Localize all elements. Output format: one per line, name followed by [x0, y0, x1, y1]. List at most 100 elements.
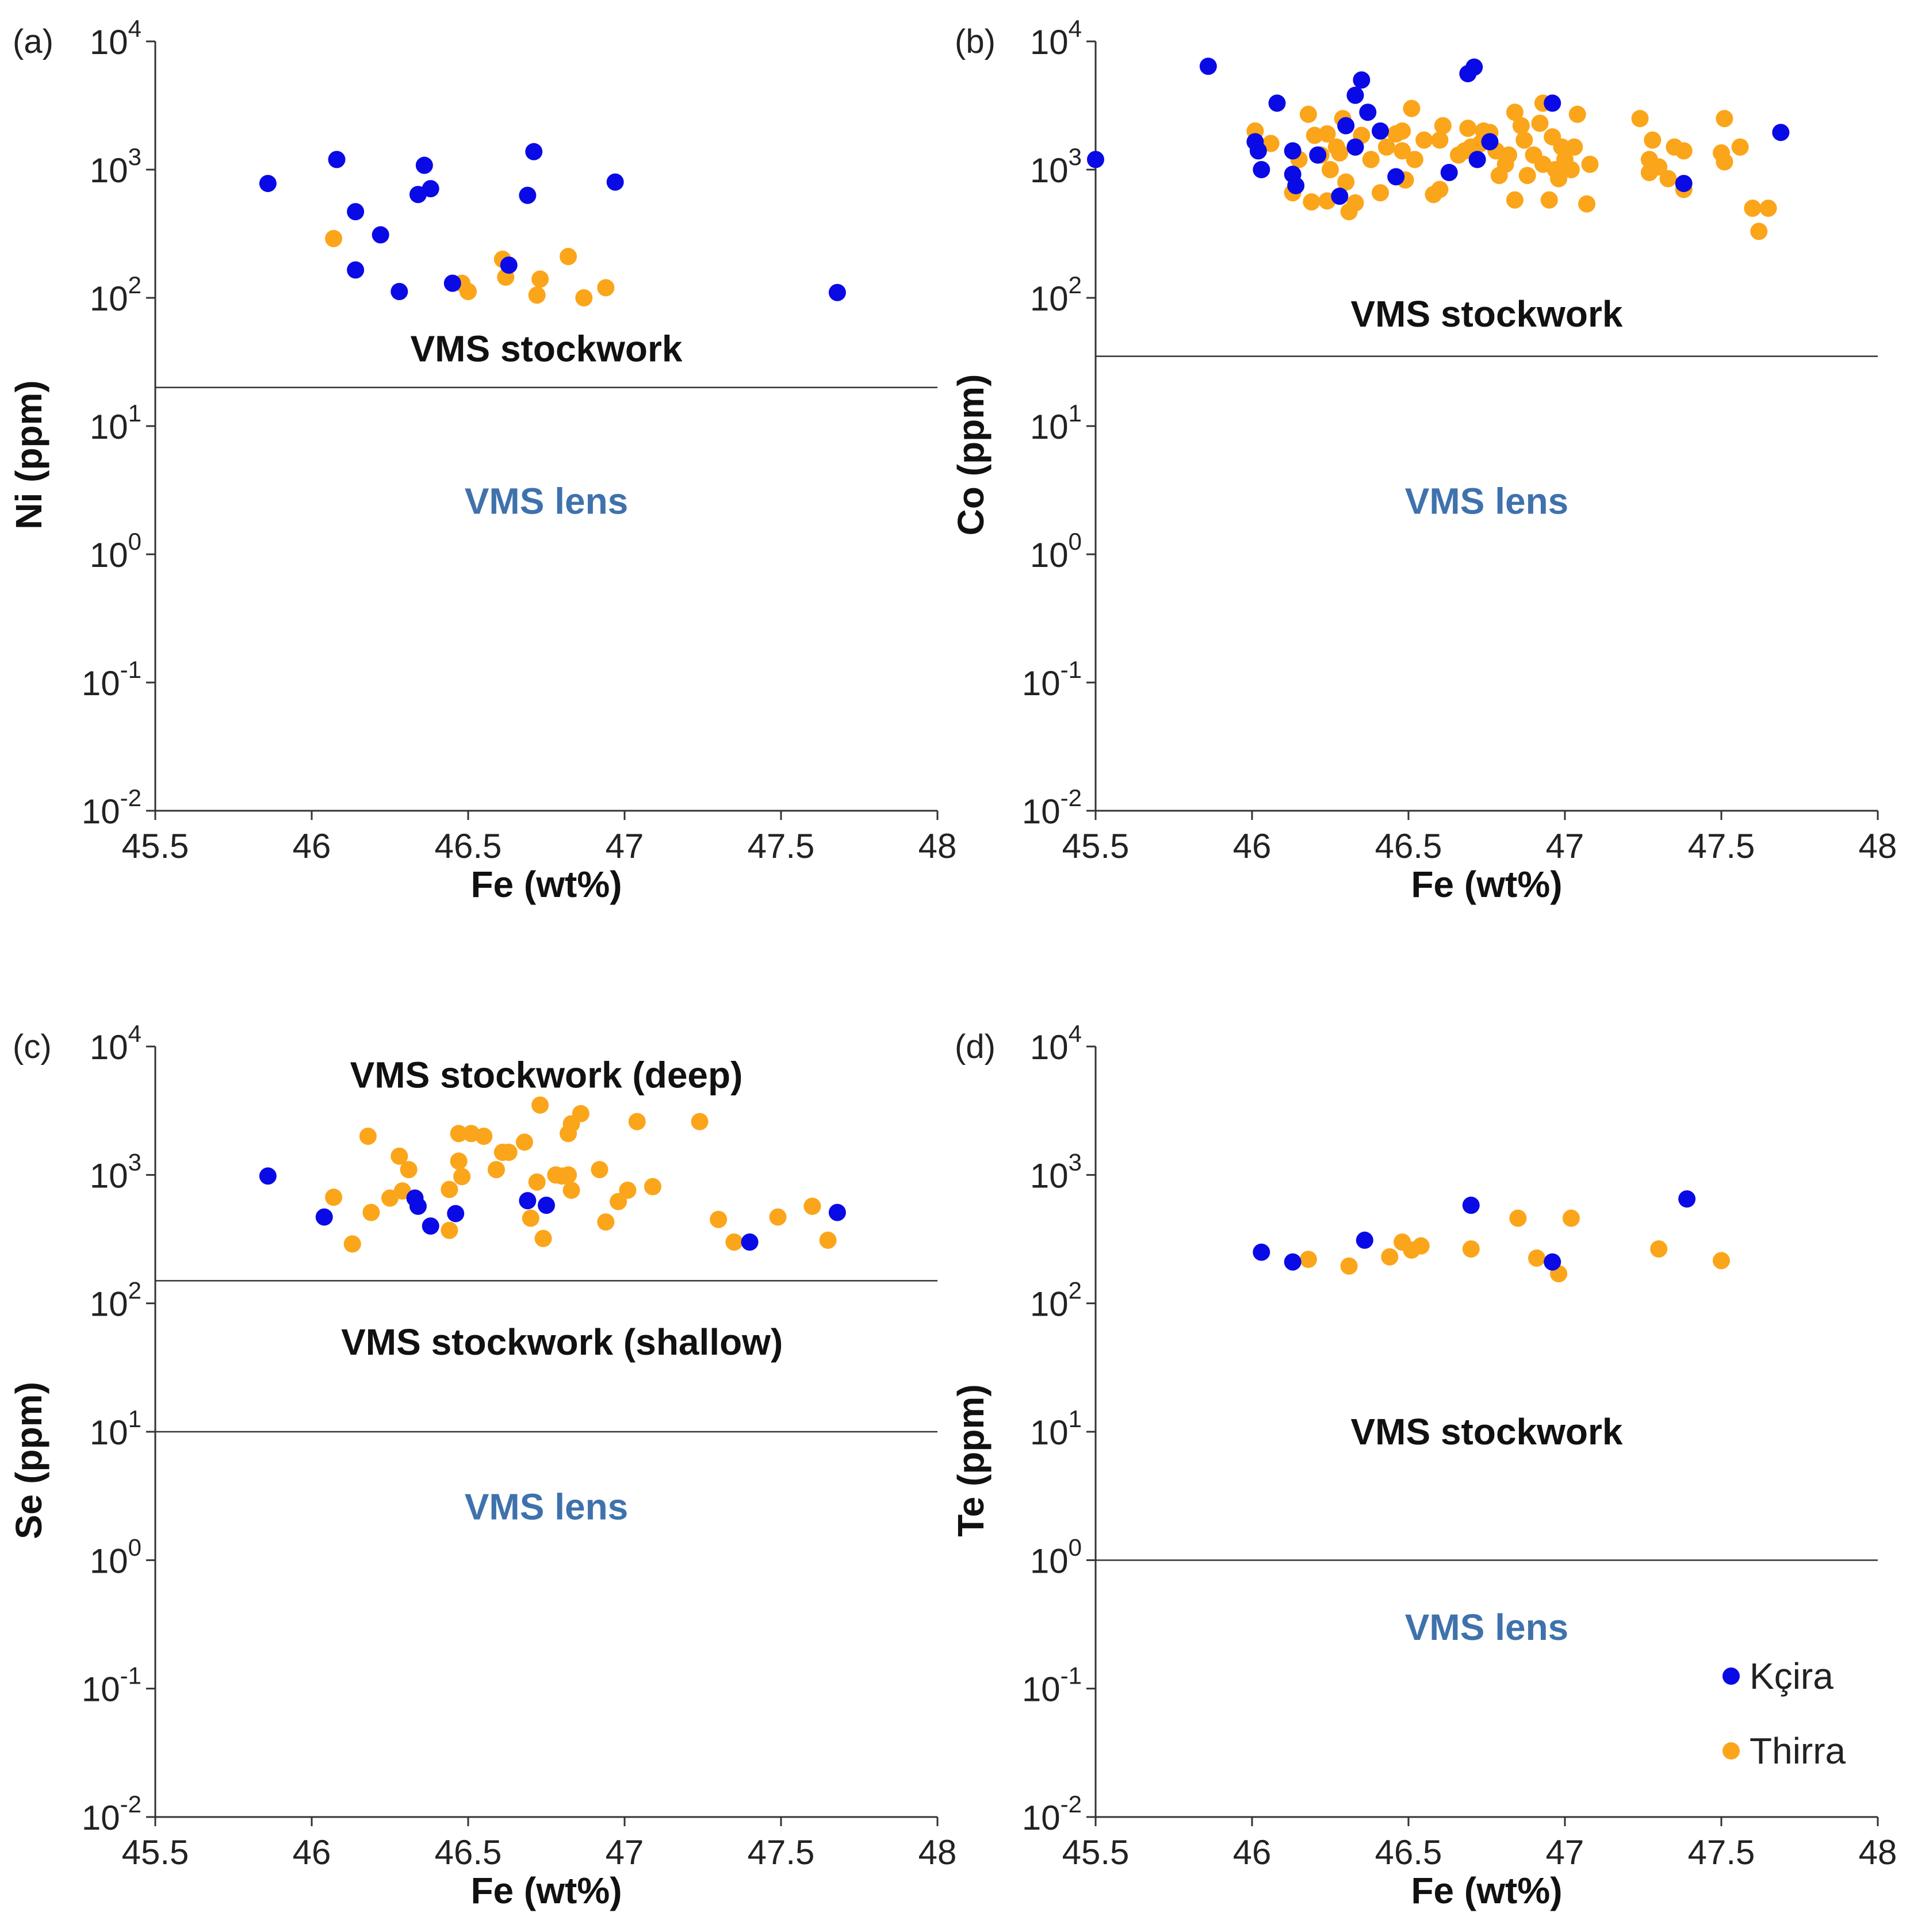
data-point-thirra — [1513, 117, 1530, 135]
data-point-kcira — [829, 284, 846, 301]
data-point-kcira — [519, 1192, 536, 1209]
data-point-thirra — [1463, 1240, 1480, 1258]
data-point-thirra — [453, 1168, 470, 1185]
data-point-kcira — [1347, 87, 1364, 104]
y-tick-label: 101 — [90, 400, 141, 446]
data-point-kcira — [500, 256, 518, 274]
y-tick-label: 103 — [1030, 143, 1082, 190]
data-point-thirra — [1632, 110, 1649, 127]
data-point-kcira — [1441, 164, 1458, 181]
data-point-thirra — [1431, 132, 1448, 149]
x-tick-label: 45.5 — [122, 827, 189, 865]
data-point-thirra — [1406, 151, 1423, 168]
y-axis-title: Te (ppm) — [950, 1384, 992, 1536]
data-point-thirra — [1675, 142, 1693, 159]
data-point-thirra — [362, 1204, 380, 1221]
y-tick-label: 104 — [1030, 15, 1082, 62]
data-point-kcira — [1359, 103, 1376, 121]
legend-label-thirra: Thirra — [1750, 1730, 1846, 1772]
data-point-kcira — [1356, 1232, 1373, 1249]
data-point-kcira — [1463, 1197, 1480, 1214]
data-point-kcira — [259, 175, 277, 192]
region-label: VMS lens — [1405, 1607, 1569, 1648]
y-tick-label: 102 — [1030, 1277, 1082, 1324]
data-point-thirra — [1713, 1252, 1730, 1269]
y-tick-label: 10-2 — [1022, 784, 1082, 831]
x-tick-label: 48 — [1859, 1833, 1897, 1872]
data-point-thirra — [1531, 114, 1548, 132]
data-point-kcira — [741, 1233, 759, 1251]
y-tick-label: 10-2 — [82, 784, 141, 831]
legend-marker-thirra — [1722, 1742, 1740, 1759]
data-point-thirra — [1300, 106, 1317, 123]
data-point-thirra — [441, 1222, 458, 1239]
data-point-kcira — [1269, 94, 1286, 112]
data-point-kcira — [391, 283, 408, 300]
x-axis-title: Fe (wt%) — [470, 1870, 622, 1911]
legend-label-kcira: Kçira — [1750, 1655, 1833, 1697]
data-point-thirra — [441, 1181, 458, 1198]
y-tick-label: 10-2 — [1022, 1791, 1082, 1837]
data-point-thirra — [325, 230, 342, 247]
data-point-thirra — [1431, 181, 1448, 198]
data-point-thirra — [1760, 200, 1777, 217]
data-point-thirra — [1509, 1210, 1526, 1227]
x-tick-label: 47 — [606, 1833, 644, 1872]
figure: 45.5 46 46.5 47 47.5 4810-210-110010110210310… — [0, 0, 1914, 1932]
x-tick-label: 45.5 — [122, 1833, 189, 1872]
x-tick-label: 47.5 — [1688, 827, 1755, 865]
data-point-thirra — [1403, 100, 1420, 117]
data-point-thirra — [1563, 1210, 1580, 1227]
y-tick-label: 102 — [90, 1277, 141, 1324]
data-point-thirra — [1300, 1251, 1317, 1268]
data-point-kcira — [1465, 59, 1483, 76]
data-point-thirra — [1362, 151, 1380, 168]
x-tick-label: 45.5 — [1062, 1833, 1130, 1872]
region-label: VMS lens — [1405, 480, 1569, 522]
data-point-kcira — [409, 1198, 427, 1215]
data-point-thirra — [1578, 195, 1595, 213]
panel-a: 45.5 46 46.5 47 47.5 48 10-2 10-1 100 101 102 103 10… — [8, 15, 956, 905]
data-point-thirra — [1394, 122, 1411, 140]
data-point-thirra — [1541, 191, 1558, 209]
data-point-thirra — [597, 279, 614, 296]
x-tick-label: 47 — [1546, 827, 1584, 865]
data-point-thirra — [1500, 147, 1517, 164]
data-point-thirra — [531, 270, 549, 288]
data-point-thirra — [1331, 144, 1348, 162]
y-tick-label: 101 — [1030, 1405, 1082, 1452]
data-point-thirra — [535, 1230, 552, 1247]
region-label: VMS stockwork (deep) — [350, 1055, 743, 1096]
data-point-thirra — [460, 283, 477, 300]
legend-marker-kcira — [1722, 1667, 1740, 1685]
data-point-thirra — [325, 1189, 342, 1206]
x-axis-title: Fe (wt%) — [1411, 864, 1562, 905]
data-point-thirra — [1434, 117, 1452, 135]
x-axis-title: Fe (wt%) — [1411, 1870, 1562, 1911]
data-point-thirra — [597, 1213, 614, 1230]
x-tick-label: 46 — [1233, 827, 1272, 865]
x-tick-label: 47.5 — [1688, 1833, 1755, 1872]
data-point-thirra — [1372, 184, 1389, 201]
data-point-thirra — [1732, 139, 1749, 156]
x-tick-label: 48 — [918, 1833, 957, 1872]
x-tick-label: 46.5 — [435, 1833, 502, 1872]
x-tick-label: 47.5 — [748, 827, 815, 865]
x-axis-title: Fe (wt%) — [470, 864, 622, 905]
data-point-kcira — [829, 1204, 846, 1221]
y-tick-label: 102 — [90, 271, 141, 318]
data-point-thirra — [575, 289, 592, 306]
data-point-kcira — [1253, 161, 1270, 178]
data-point-thirra — [560, 1166, 577, 1183]
y-tick-label: 101 — [1030, 400, 1082, 446]
data-point-thirra — [488, 1161, 505, 1178]
y-tick-label: 104 — [90, 1020, 141, 1067]
y-tick-label: 104 — [90, 15, 141, 62]
x-tick-label: 46 — [293, 1833, 331, 1872]
data-point-kcira — [1481, 133, 1498, 151]
data-point-kcira — [1250, 142, 1267, 159]
data-point-kcira — [372, 226, 389, 243]
data-point-thirra — [572, 1105, 589, 1122]
data-point-thirra — [710, 1211, 727, 1228]
region-label: VMS lens — [465, 480, 629, 522]
